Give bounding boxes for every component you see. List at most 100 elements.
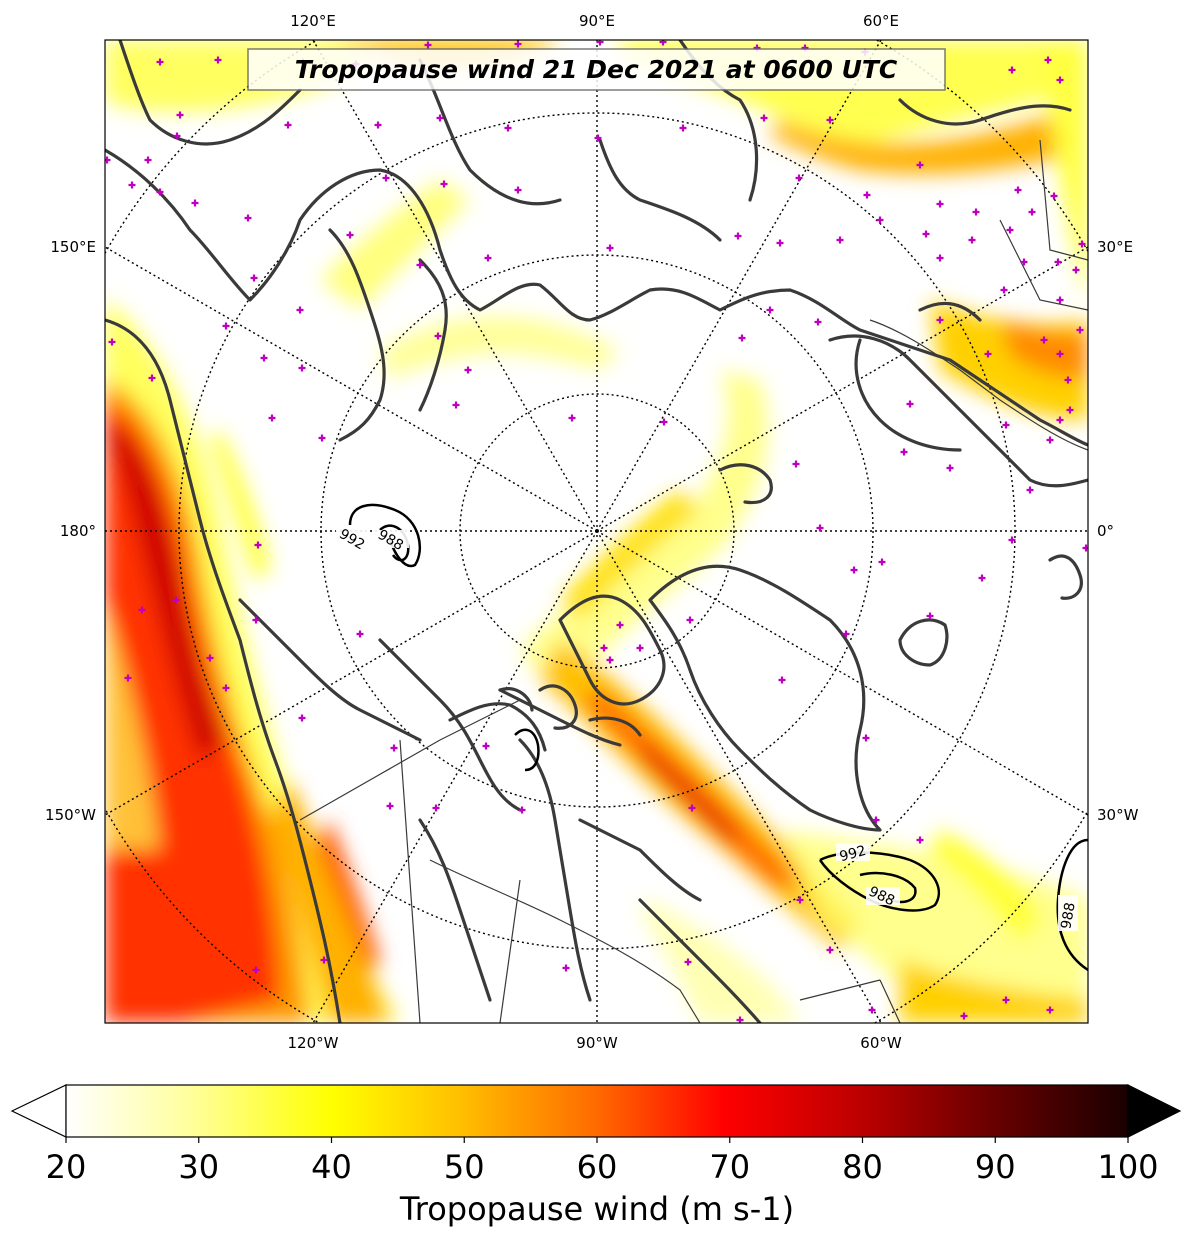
station-marker-icon [1066, 406, 1074, 414]
station-marker-icon [916, 836, 924, 844]
contour-label-greenland-992: 992 [838, 843, 868, 865]
station-marker-icon [1008, 536, 1016, 544]
station-marker-icon [850, 566, 858, 574]
contour-low-greenland-988 [859, 871, 917, 904]
colorbar-tick-label: 50 [444, 1148, 485, 1186]
station-marker-icon [1046, 436, 1054, 444]
station-marker-icon [1020, 258, 1028, 266]
station-marker-icon [268, 414, 276, 422]
station-marker-icon [346, 231, 354, 239]
station-marker-icon [1056, 76, 1064, 84]
station-marker-icon [284, 121, 292, 129]
lon-label-bottom-90w: 90°W [576, 1034, 618, 1052]
station-marker-icon [1028, 208, 1036, 216]
station-marker-icon [252, 616, 260, 624]
pressure-contours [348, 503, 1088, 972]
station-marker-icon [606, 244, 614, 252]
station-marker-icon [1002, 996, 1010, 1004]
station-marker-icon [984, 350, 992, 358]
station-marker-icon [960, 1012, 968, 1020]
station-marker-icon [596, 40, 604, 46]
colorbar-extend-min [10, 1084, 67, 1138]
station-marker-icon [776, 239, 784, 247]
station-marker-icon [138, 606, 146, 614]
station-marker-icon [760, 114, 768, 122]
station-marker-icon [946, 464, 954, 472]
station-marker-icon [173, 132, 181, 140]
station-marker-icon [792, 460, 800, 468]
station-marker-icon [514, 40, 522, 48]
longitude-labels: 120°E 90°E 60°E 120°W 90°W 60°W 150°E 18… [45, 12, 1139, 1052]
lon-label-top-90e: 90°E [579, 12, 615, 30]
station-marker-icon [684, 958, 692, 966]
station-marker-icon [108, 338, 116, 346]
station-marker-icon [436, 114, 444, 122]
station-marker-icon [1008, 66, 1016, 74]
station-marker-icon [606, 656, 614, 664]
station-marker-icon [1076, 326, 1084, 334]
station-marker-icon [916, 161, 924, 169]
station-marker-icon [814, 318, 822, 326]
station-marker-icon [686, 616, 694, 624]
station-marker-icon [736, 1016, 744, 1023]
station-marker-icon [906, 400, 914, 408]
station-marker-icon [872, 816, 880, 824]
colorbar-tick-label: 40 [311, 1148, 352, 1186]
station-marker-icon [514, 186, 522, 194]
station-marker-icon [260, 354, 268, 362]
lon-label-top-60e: 60°E [863, 12, 899, 30]
station-marker-icon [434, 332, 442, 340]
colorbar-label: Tropopause wind (m s-1) [399, 1190, 794, 1228]
station-marker-icon [318, 434, 326, 442]
colorbar-tick-label: 20 [46, 1148, 87, 1186]
station-marker-icon [1000, 286, 1008, 294]
station-marker-icon [296, 306, 304, 314]
coastlines [105, 40, 1088, 1023]
station-marker-icon [374, 121, 382, 129]
station-marker-icon [926, 612, 934, 620]
station-marker-icon [320, 956, 328, 964]
graticule [105, 40, 1088, 1023]
station-marker-icon [191, 199, 199, 207]
station-marker-icon [298, 714, 306, 722]
station-marker-icon [1046, 1006, 1054, 1014]
station-marker-icon [826, 116, 834, 124]
station-marker-icon [124, 674, 132, 682]
station-marker-icon [1040, 336, 1048, 344]
station-marker-icon [936, 316, 944, 324]
country-borders [299, 139, 1088, 1023]
station-marker-icon [568, 414, 576, 422]
station-marker-icon [659, 40, 667, 46]
station-marker-icon [978, 574, 986, 582]
station-marker-icon [254, 541, 262, 549]
station-marker-icon [386, 802, 394, 810]
station-marker-icon [1026, 486, 1034, 494]
station-marker-icon [432, 804, 440, 812]
station-marker-icon [416, 261, 424, 269]
colorbar-ticks: 20 30 40 50 60 70 80 90 100 [46, 1137, 1159, 1186]
station-marker-icon [660, 418, 668, 426]
colorbar-tick-label: 70 [709, 1148, 750, 1186]
station-marker-icon [600, 644, 608, 652]
station-marker-icon [482, 742, 490, 750]
station-marker-icon [464, 366, 472, 374]
station-marker-icon [128, 181, 136, 189]
lon-label-right-30e: 30°E [1097, 238, 1133, 256]
station-marker-icon [766, 306, 774, 314]
station-marker-icon [148, 374, 156, 382]
station-marker-icon [562, 964, 570, 972]
lon-label-top-120e: 120°E [290, 12, 336, 30]
station-marker-icon [105, 156, 111, 164]
lon-label-bottom-120w: 120°W [288, 1034, 339, 1052]
station-marker-icon [1056, 416, 1064, 424]
station-marker-icon [922, 230, 930, 238]
station-marker-icon [1006, 226, 1014, 234]
station-marker-icon [440, 180, 448, 188]
map-title: Tropopause wind 21 Dec 2021 at 0600 UTC [295, 55, 898, 84]
station-marker-icon [518, 806, 526, 814]
station-marker-icon [1056, 296, 1064, 304]
map-frame [104, 39, 1089, 1024]
lon-label-left-150e: 150°E [50, 238, 96, 256]
station-marker-icon [862, 734, 870, 742]
